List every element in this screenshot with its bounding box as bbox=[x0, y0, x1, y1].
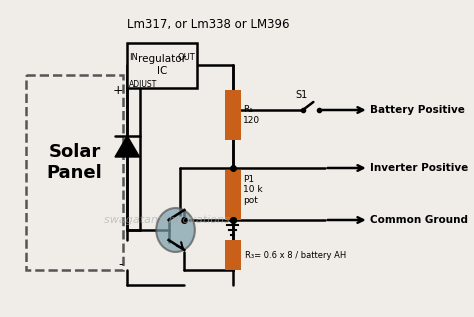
Text: Battery Positive: Battery Positive bbox=[370, 105, 465, 115]
Text: regulator
IC: regulator IC bbox=[138, 54, 186, 76]
Text: ADJUST: ADJUST bbox=[129, 80, 157, 89]
Text: swagatam innovations: swagatam innovations bbox=[104, 215, 229, 225]
Bar bbox=[225, 90, 240, 140]
Text: S1: S1 bbox=[295, 90, 307, 100]
Polygon shape bbox=[115, 136, 139, 157]
Text: Solar
Panel: Solar Panel bbox=[47, 143, 102, 182]
Text: P1
10 k
pot: P1 10 k pot bbox=[243, 175, 263, 205]
Text: Common Ground: Common Ground bbox=[370, 215, 468, 225]
Text: Lm317, or Lm338 or LM396: Lm317, or Lm338 or LM396 bbox=[127, 18, 289, 31]
Text: +: + bbox=[112, 83, 123, 96]
Text: OUT: OUT bbox=[178, 53, 196, 61]
Bar bbox=[225, 240, 240, 270]
FancyBboxPatch shape bbox=[128, 42, 198, 87]
Circle shape bbox=[156, 208, 195, 252]
Text: Inverter Positive: Inverter Positive bbox=[370, 163, 469, 173]
Text: IN: IN bbox=[129, 53, 138, 61]
Bar bbox=[225, 170, 240, 220]
Text: R₃= 0.6 x 8 / battery AH: R₃= 0.6 x 8 / battery AH bbox=[245, 250, 346, 260]
Text: R₁
120: R₁ 120 bbox=[243, 105, 260, 125]
Text: -: - bbox=[118, 258, 123, 271]
